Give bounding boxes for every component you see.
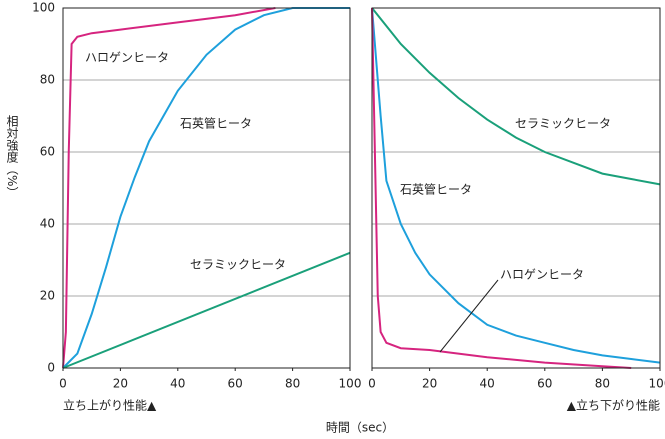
x-tick-label: 0	[368, 377, 376, 391]
y-tick-label: 20	[40, 289, 55, 303]
x-tick-label: 80	[285, 377, 300, 391]
series-line	[371, 7, 632, 369]
x-tick-label: 60	[537, 377, 552, 391]
series-label: 石英管ヒータ	[180, 116, 252, 131]
y-tick-label: 60	[40, 145, 55, 159]
x-tick-label: 20	[422, 377, 437, 391]
series-label: セラミックヒータ	[515, 117, 611, 131]
x-tick-label: 100	[649, 377, 665, 391]
x-tick-label: 20	[113, 377, 128, 391]
x-tick-label: 40	[480, 377, 495, 391]
series-line	[62, 7, 350, 369]
panel-subtitle: 立ち上がり性能▲	[63, 398, 157, 413]
x-tick-label: 100	[339, 377, 362, 391]
y-axis-label: 相対強度（%）	[5, 115, 19, 199]
x-tick-label: 0	[59, 377, 67, 391]
series-label: ハロゲンヒータ	[85, 51, 169, 65]
series-line	[62, 7, 276, 369]
series-line	[371, 7, 661, 186]
series-label: ハロゲンヒータ	[500, 268, 584, 282]
y-tick-label: 80	[40, 73, 55, 87]
series-line	[62, 251, 351, 369]
series-label: セラミックヒータ	[190, 258, 286, 272]
x-tick-label: 60	[228, 377, 243, 391]
x-tick-label: 40	[170, 377, 185, 391]
series-label: 石英管ヒータ	[400, 182, 472, 197]
plot-frame	[371, 7, 661, 369]
series-line	[371, 7, 661, 364]
plot-frame	[62, 7, 351, 369]
y-tick-label: 40	[40, 217, 55, 231]
x-axis-label: 時間（sec）	[326, 421, 394, 435]
y-tick-label: 0	[47, 361, 55, 375]
x-tick-label: 80	[595, 377, 610, 391]
panel-subtitle: ▲立ち下がり性能	[567, 398, 660, 413]
y-tick-label: 100	[32, 1, 55, 15]
leader-line	[439, 279, 499, 353]
